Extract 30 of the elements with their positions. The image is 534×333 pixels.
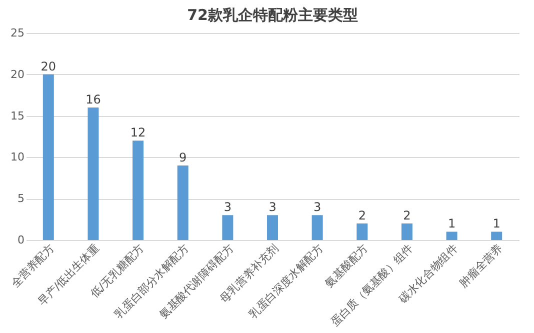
data-label: 1 [492, 216, 500, 231]
data-label: 2 [358, 208, 366, 222]
bar [222, 215, 234, 240]
data-label: 3 [268, 200, 276, 214]
data-label: 3 [224, 200, 232, 214]
bar [401, 223, 412, 240]
data-label: 2 [403, 208, 411, 222]
bar [446, 232, 458, 240]
data-label: 12 [130, 126, 146, 140]
bar [132, 140, 144, 240]
data-label: 3 [314, 200, 322, 214]
y-tick-label: 25 [10, 26, 24, 40]
y-tick-label: 20 [10, 68, 24, 81]
chart-title: 72款乳企特配粉主要类型 [187, 6, 358, 24]
bar [267, 215, 278, 240]
bar [491, 232, 502, 240]
bar [312, 215, 323, 240]
data-label: 16 [86, 92, 101, 107]
y-tick-label: 10 [10, 150, 24, 164]
data-label: 20 [40, 59, 56, 74]
bar [177, 165, 188, 240]
bar [356, 223, 368, 240]
x-tick-label: 肿瘤全营养 [456, 242, 506, 290]
y-tick-label: 15 [10, 109, 24, 122]
y-tick-label: 5 [18, 192, 24, 206]
data-label: 9 [179, 150, 187, 164]
data-label: 1 [448, 216, 456, 231]
bar [42, 74, 54, 240]
bar [88, 108, 99, 240]
y-tick-label: 0 [18, 234, 24, 246]
